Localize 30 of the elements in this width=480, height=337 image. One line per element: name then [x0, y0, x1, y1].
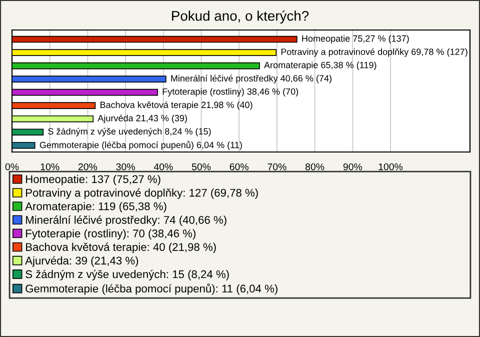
legend-label: Aromaterapie: 119 (65,38 %) [25, 202, 166, 212]
category-label: Fytoterapie (rostliny) 38,46 % (70) [162, 88, 298, 97]
x-tick-label: 30% [116, 163, 135, 170]
x-tick-label: 20% [78, 163, 98, 170]
x-tick-label: 40% [154, 163, 173, 170]
x-tick-label: 100% [378, 163, 403, 170]
legend-label: Fytoterapie (rostliny): 70 (38,46 %) [26, 229, 196, 240]
legend-label: Homeopatie: 137 (75,27 %) [26, 174, 160, 186]
legend-label: Minerální léčivé prostředky: 74 (40,66 %) [26, 216, 226, 226]
x-tick-label: 90% [343, 163, 362, 170]
x-tick-label: 60% [230, 163, 248, 170]
x-tick-label: 0% [5, 163, 19, 170]
x-tick-label: 80% [306, 163, 324, 170]
category-label: Potraviny a potravinové doplňky 69,78 % (127) [281, 48, 468, 57]
category-label: Ajurvéda 21,43 % (39) [98, 114, 187, 124]
category-label: Bachova květová terapie 21,98 % (40) [100, 101, 252, 110]
legend-label: S žádným z výše uvedených: 15 (8,24 %) [26, 270, 229, 280]
category-label: Homeopatie 75,27 % (137) [302, 35, 409, 44]
legend-label: Potraviny a potravinové doplňky: 127 (69,78 %) [26, 188, 258, 199]
chart-title: Pokud ano, o kterých? [172, 10, 309, 24]
legend-label: Ajurvéda: 39 (21,43 %) [25, 256, 138, 267]
category-label: S žádným z výše uvedených 8,24 % (15) [48, 128, 211, 136]
x-tick-label: 70% [268, 163, 286, 170]
legend-label: Bachova květová terapie: 40 (21,98 %) [26, 242, 216, 254]
x-tick-label: 10% [40, 163, 60, 170]
x-tick-label: 50% [192, 163, 211, 170]
category-label: Minerální léčivé prostředky 40,66 % (74) [171, 74, 332, 84]
legend-label: Gemmoterapie (léčba pomocí pupenů): 11 (6,04 %) [26, 283, 278, 295]
category-label: Gemmoterapie (léčba pomocí pupenů) 6,04 % (11) [40, 140, 242, 150]
category-label: Aromaterapie 65,38 % (119) [264, 62, 376, 70]
